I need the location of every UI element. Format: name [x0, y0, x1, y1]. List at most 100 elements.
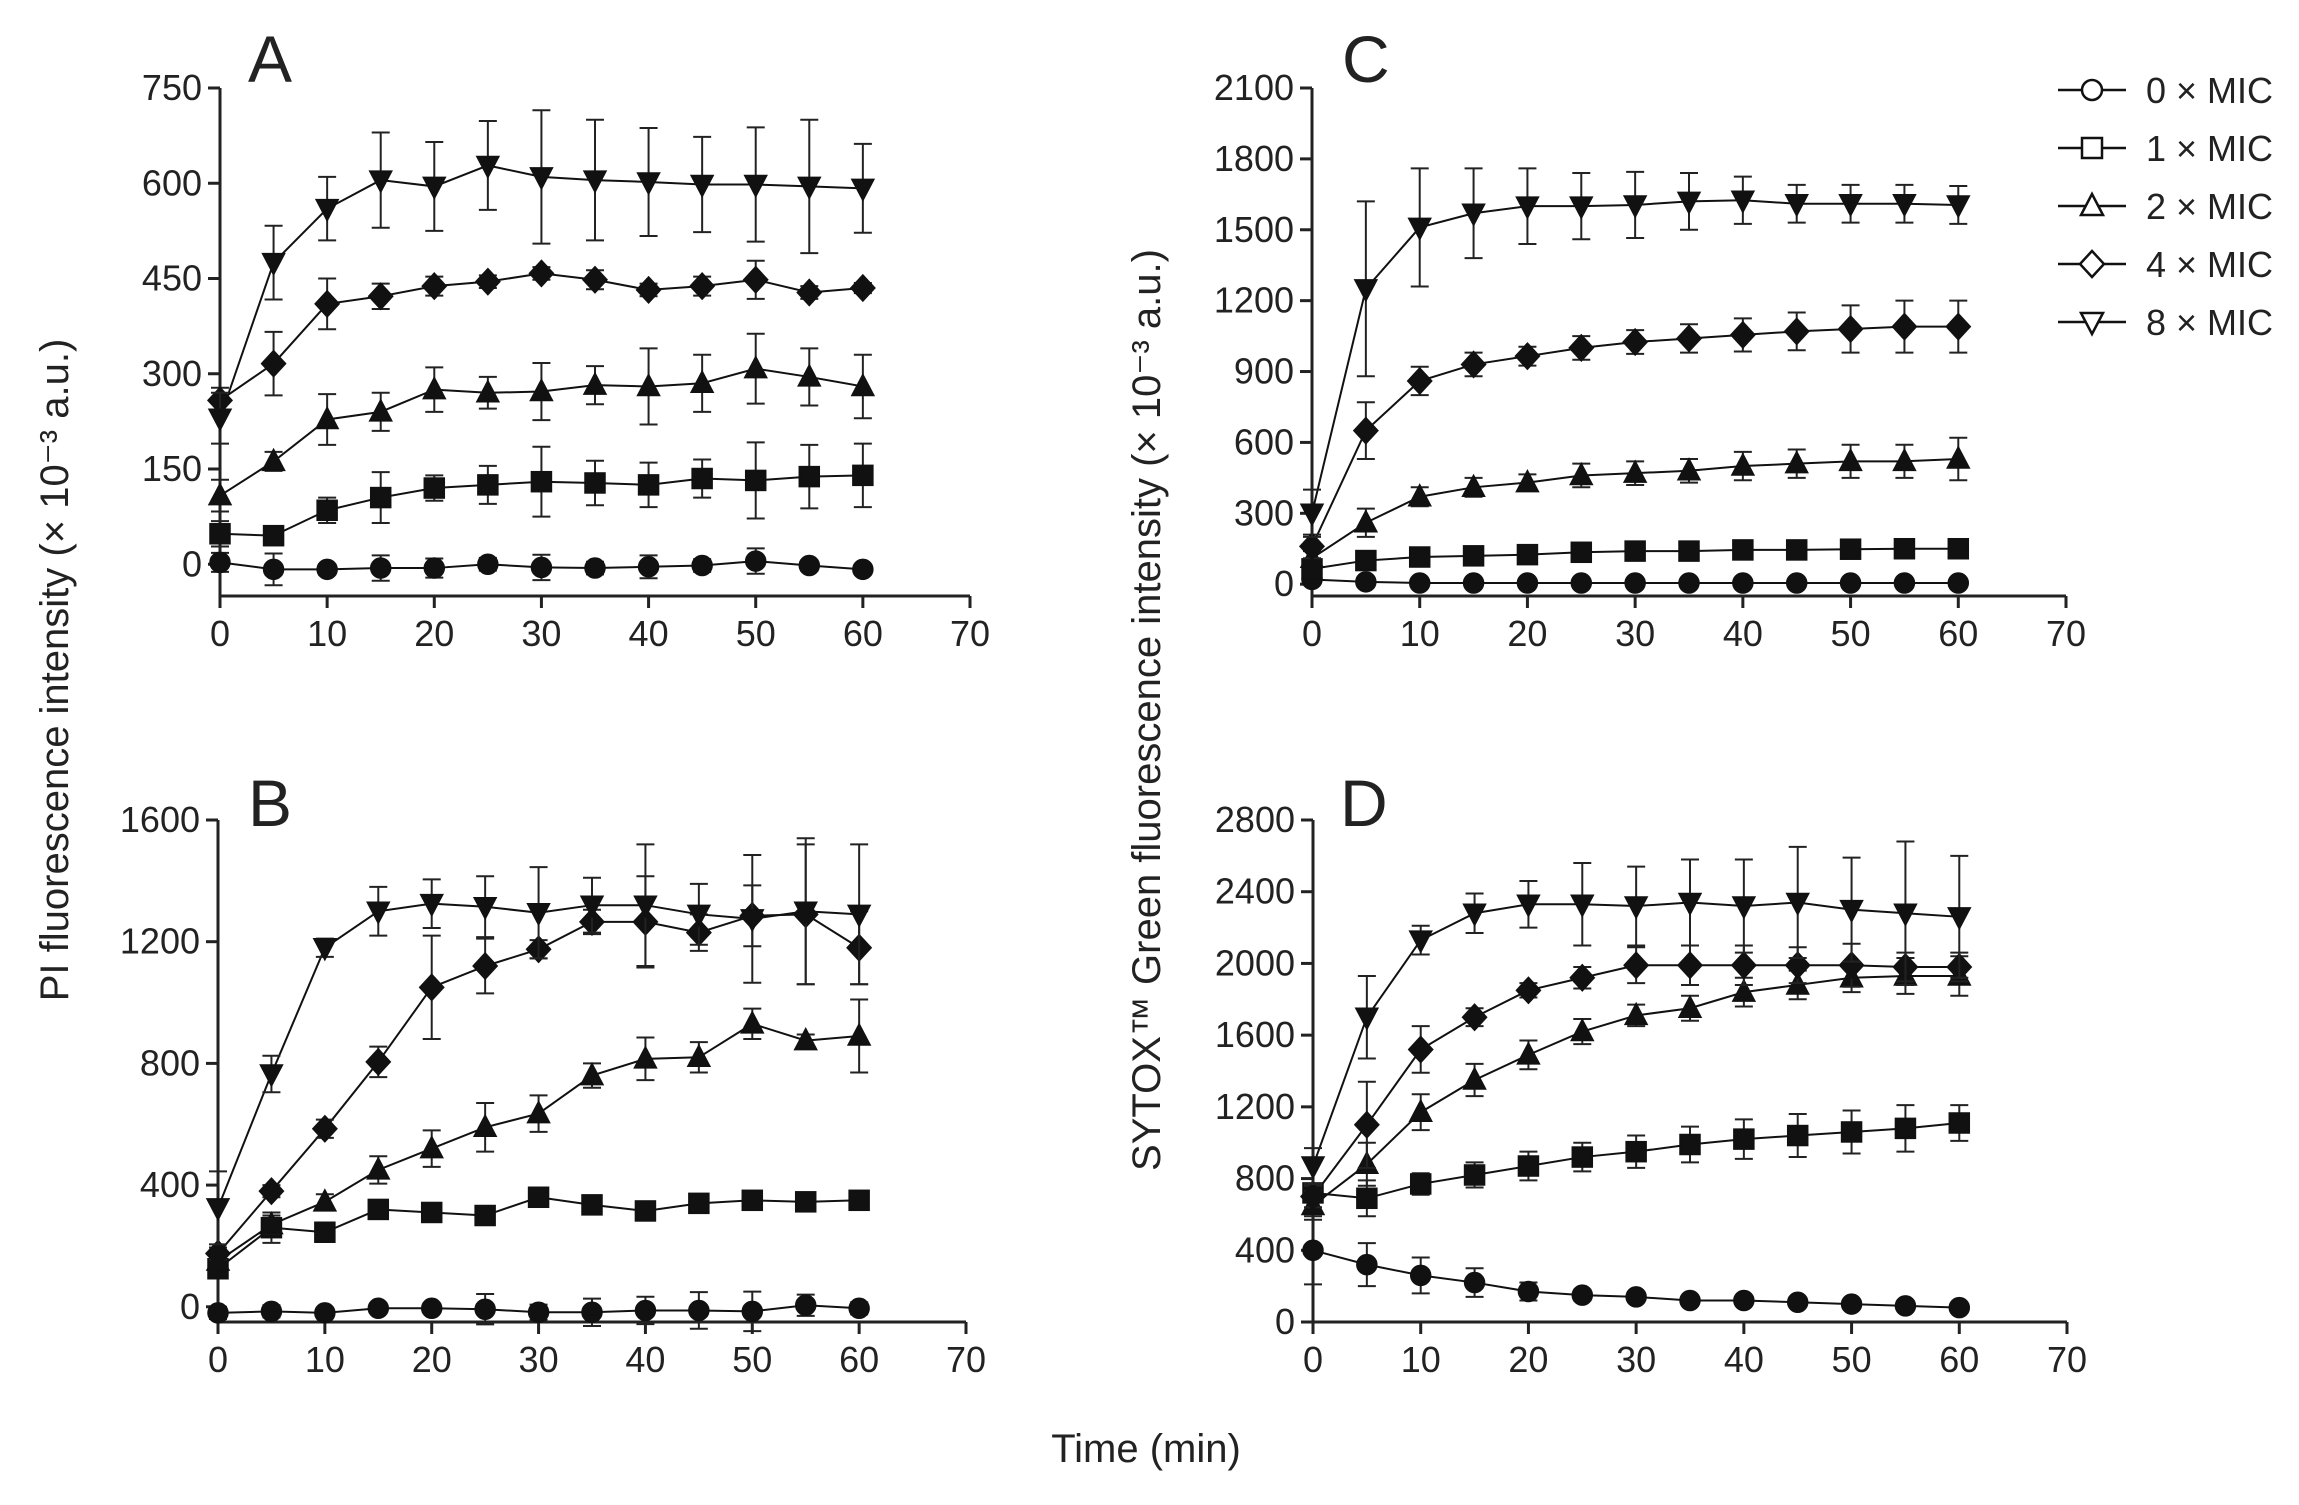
- data-point: [419, 893, 444, 918]
- x-tick-label: 0: [210, 613, 230, 654]
- data-point: [637, 556, 660, 578]
- panel-letter-c: C: [1342, 22, 1390, 96]
- data-point: [637, 474, 660, 496]
- legend-label: 4 × MIC: [2146, 244, 2273, 285]
- data-point: [1516, 1041, 1541, 1065]
- data-point: [796, 278, 823, 307]
- data-point: [1731, 978, 1757, 1002]
- x-tick-label: 40: [1724, 1339, 1764, 1380]
- data-point: [1732, 572, 1754, 594]
- data-point: [366, 1156, 391, 1180]
- x-tick-label: 60: [839, 1339, 879, 1380]
- panel-letter-a: A: [248, 22, 292, 96]
- data-point: [1569, 196, 1594, 220]
- data-point: [1407, 217, 1432, 242]
- data-point: [526, 1099, 551, 1124]
- data-point: [1948, 1296, 1971, 1319]
- x-tick-label: 70: [2046, 613, 2086, 654]
- data-point: [1570, 541, 1593, 564]
- x-tick-label: 30: [521, 613, 561, 654]
- data-point: [369, 486, 392, 509]
- data-point: [1947, 537, 1970, 560]
- data-point: [1409, 1173, 1432, 1195]
- data-point: [689, 174, 715, 199]
- data-point: [311, 1114, 338, 1143]
- data-point: [1352, 416, 1379, 445]
- data-point: [365, 1047, 392, 1076]
- data-point: [1729, 320, 1756, 350]
- data-point: [633, 1045, 658, 1069]
- data-point: [419, 1134, 444, 1159]
- data-point: [423, 477, 446, 499]
- data-point: [423, 557, 446, 579]
- data-point: [691, 554, 713, 577]
- data-point: [1839, 572, 1862, 594]
- data-point: [1408, 546, 1431, 568]
- x-tick-label: 10: [1400, 613, 1440, 654]
- data-point: [259, 1064, 284, 1088]
- data-point: [1463, 1271, 1486, 1294]
- panel-d: 0 10 20 30 40 50 60 70 0 400 800 1200 1600 2000 2400 28…: [1215, 766, 2087, 1380]
- y-tick-label: 150: [142, 448, 202, 489]
- data-point: [1893, 903, 1918, 927]
- data-point: [1840, 1121, 1863, 1143]
- data-point: [688, 1299, 710, 1322]
- data-point: [581, 1194, 603, 1216]
- data-point: [848, 1189, 870, 1212]
- x-tick-label: 40: [629, 613, 669, 654]
- data-point: [261, 252, 286, 277]
- data-point: [1462, 903, 1487, 927]
- legend-entry: 1 × MIC: [2058, 128, 2273, 169]
- data-point: [367, 1198, 390, 1221]
- data-point: [312, 938, 338, 962]
- x-tick-label: 50: [1832, 1339, 1872, 1380]
- data-point: [1676, 457, 1702, 481]
- data-point: [529, 377, 554, 402]
- data-point: [686, 904, 712, 928]
- data-point: [1516, 572, 1539, 594]
- data-point: [1945, 312, 1972, 341]
- data-point: [420, 1201, 443, 1224]
- data-point: [1515, 976, 1542, 1005]
- data-point: [1786, 1291, 1809, 1314]
- data-point: [1356, 1253, 1378, 1276]
- data-point: [1461, 1003, 1488, 1032]
- data-point: [1462, 545, 1485, 567]
- y-tick-label: 1600: [1215, 1014, 1295, 1055]
- data-point: [312, 1188, 338, 1212]
- y-tick-label: 1200: [1214, 280, 1294, 321]
- data-point: [797, 176, 822, 201]
- y-tick-label: 1200: [1215, 1086, 1295, 1127]
- data-point: [794, 1294, 817, 1317]
- y-tick-label: 750: [142, 67, 202, 108]
- data-point: [527, 1301, 550, 1324]
- data-point: [262, 558, 285, 581]
- data-point: [1786, 1124, 1809, 1147]
- data-point: [1460, 350, 1487, 379]
- data-point: [636, 172, 661, 196]
- data-point: [530, 556, 553, 579]
- data-point: [579, 895, 605, 919]
- data-point: [1515, 468, 1540, 493]
- data-point: [744, 550, 767, 572]
- data-point: [1624, 540, 1646, 562]
- y-tick-label: 0: [1275, 1301, 1295, 1342]
- data-point: [1514, 342, 1541, 371]
- data-point: [368, 398, 393, 422]
- data-point: [1462, 1066, 1487, 1090]
- data-point: [207, 408, 233, 432]
- data-point: [207, 1302, 229, 1324]
- data-point: [1839, 538, 1862, 560]
- data-point: [1784, 450, 1809, 474]
- x-axis-title: Time (min): [1051, 1427, 1241, 1471]
- triangle-up-icon: [2078, 191, 2106, 217]
- data-point: [204, 1239, 232, 1268]
- data-point: [1893, 537, 1916, 560]
- legend-entry: 8 × MIC: [2058, 302, 2273, 343]
- y-tick-label: 1800: [1214, 138, 1294, 179]
- x-tick-label: 50: [732, 1339, 772, 1380]
- data-point: [1785, 539, 1808, 561]
- x-tick-label: 10: [1401, 1339, 1441, 1380]
- data-point: [420, 1297, 443, 1320]
